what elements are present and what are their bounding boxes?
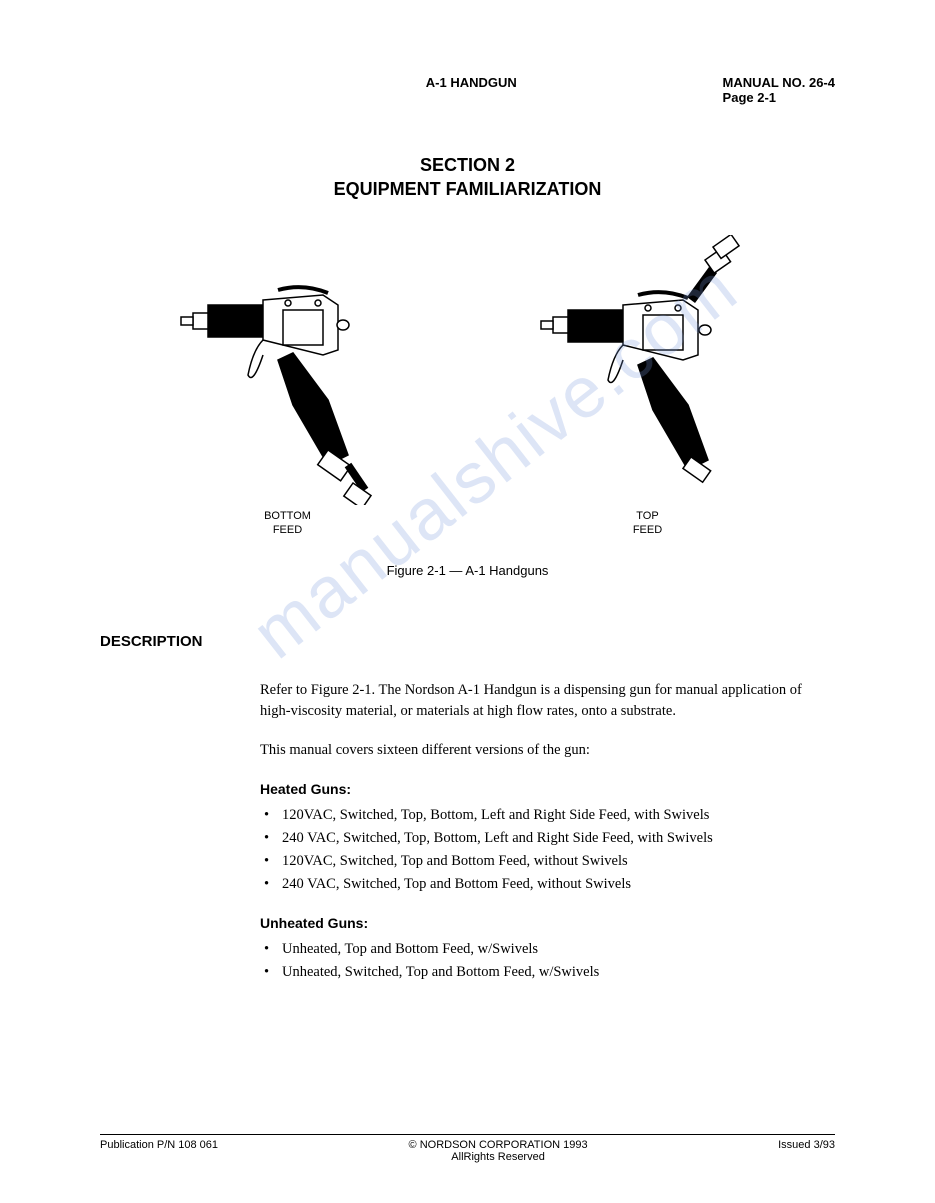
unheated-list: Unheated, Top and Bottom Feed, w/Swivels… (260, 939, 835, 983)
list-item: Unheated, Top and Bottom Feed, w/Swivels (282, 939, 835, 960)
figure-row: BOTTOM FEED (100, 235, 835, 538)
header-center: A-1 HANDGUN (220, 75, 723, 90)
figure-right-label: TOP FEED (513, 509, 783, 538)
heated-list: 120VAC, Switched, Top, Bottom, Left and … (260, 805, 835, 895)
handgun-bottom-feed-icon (153, 235, 423, 505)
para-2: This manual covers sixteen different ver… (260, 740, 835, 761)
figure-caption: Figure 2-1 — A-1 Handguns (100, 563, 835, 578)
footer-left: Publication P/N 108 061 (100, 1139, 218, 1163)
figure-left-label: BOTTOM FEED (153, 509, 423, 538)
handgun-top-feed-icon (513, 235, 783, 505)
header-right: MANUAL NO. 26-4 Page 2-1 (723, 75, 835, 105)
section-title: EQUIPMENT FAMILIARIZATION (100, 179, 835, 200)
page-number: Page 2-1 (723, 90, 835, 105)
figure-right: TOP FEED (513, 235, 783, 538)
manual-number: MANUAL NO. 26-4 (723, 75, 835, 90)
list-item: Unheated, Switched, Top and Bottom Feed,… (282, 962, 835, 983)
list-item: 240 VAC, Switched, Top, Bottom, Left and… (282, 828, 835, 849)
list-item: 120VAC, Switched, Top, Bottom, Left and … (282, 805, 835, 826)
list-item: 240 VAC, Switched, Top and Bottom Feed, … (282, 874, 835, 895)
footer-right: Issued 3/93 (778, 1139, 835, 1163)
section-number: SECTION 2 (100, 155, 835, 176)
para-1: Refer to Figure 2-1. The Nordson A-1 Han… (260, 680, 835, 722)
body-text: Refer to Figure 2-1. The Nordson A-1 Han… (260, 680, 835, 984)
page-footer: Publication P/N 108 061 © NORDSON CORPOR… (100, 1134, 835, 1163)
heated-heading: Heated Guns: (260, 779, 835, 799)
list-item: 120VAC, Switched, Top and Bottom Feed, w… (282, 851, 835, 872)
figure-left: BOTTOM FEED (153, 235, 423, 538)
unheated-heading: Unheated Guns: (260, 913, 835, 933)
page-header: A-1 HANDGUN MANUAL NO. 26-4 Page 2-1 (100, 75, 835, 105)
footer-center: © NORDSON CORPORATION 1993 AllRights Res… (218, 1139, 778, 1163)
description-heading: DESCRIPTION (100, 633, 835, 650)
